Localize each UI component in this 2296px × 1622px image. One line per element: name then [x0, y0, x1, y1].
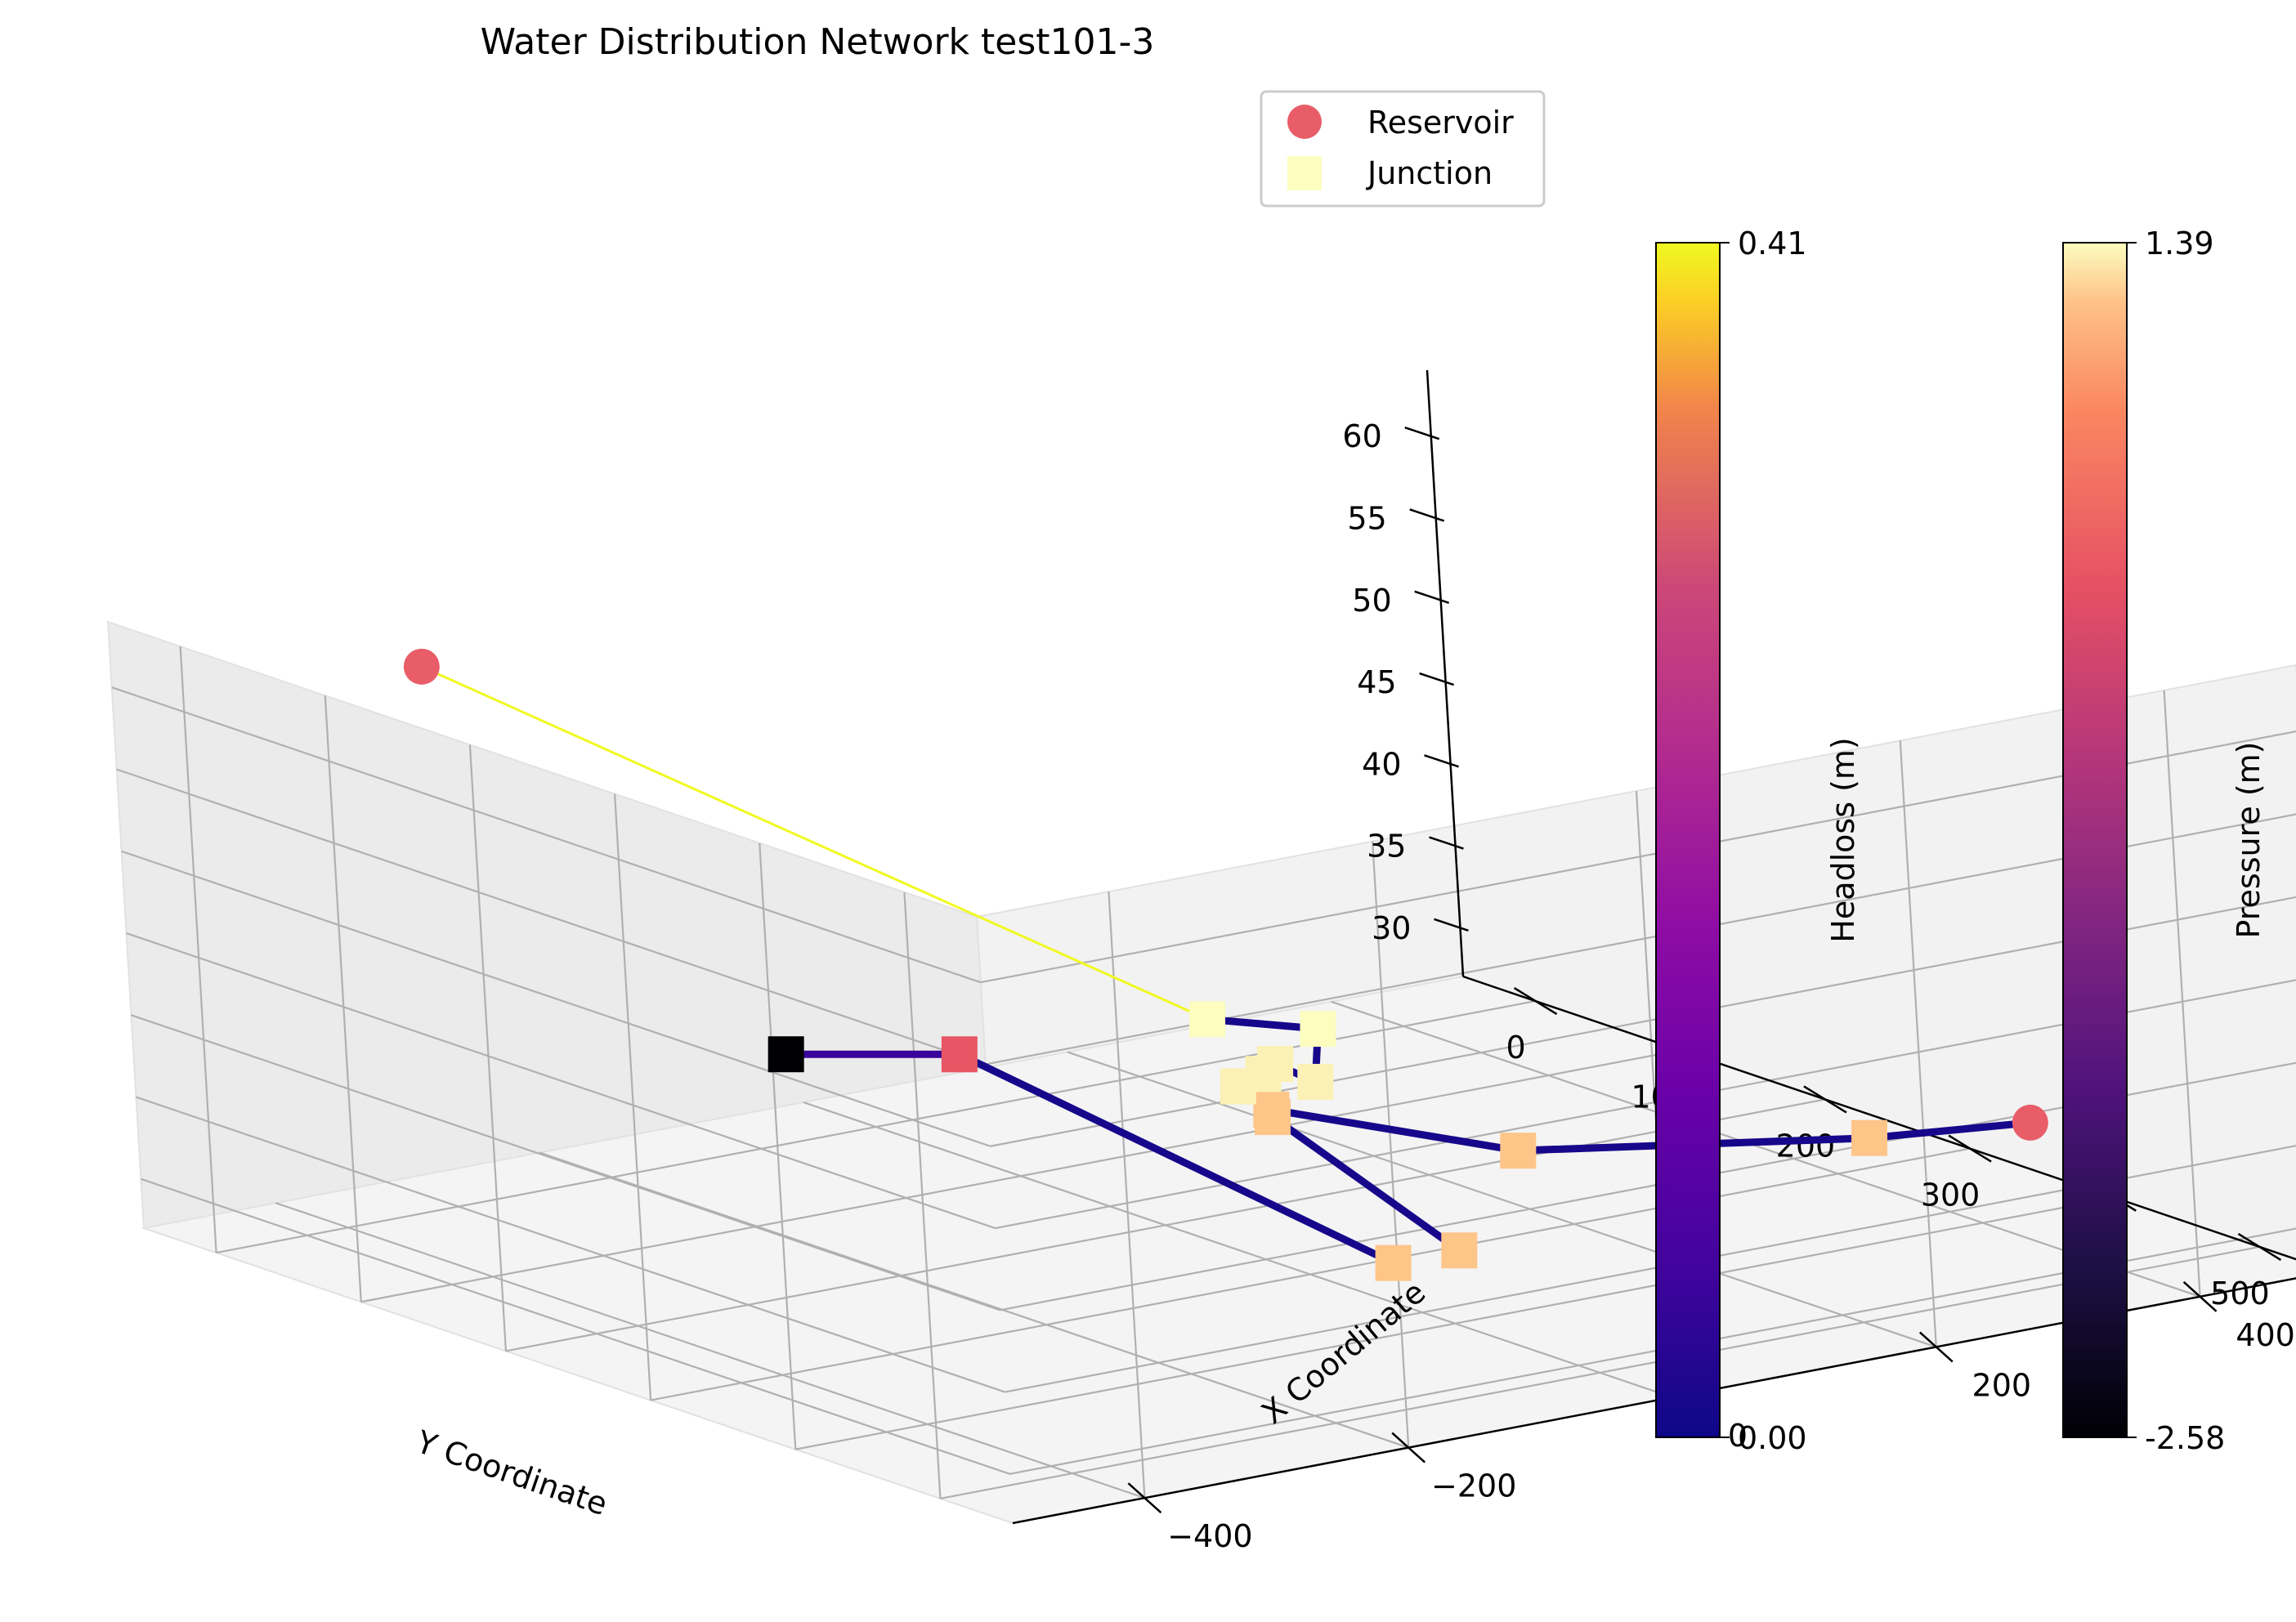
y-tick-label: 0	[1506, 1030, 1525, 1066]
z-tick-label: 50	[1352, 583, 1391, 619]
pressure-max-label: 1.39	[2145, 226, 2214, 261]
junction-marker	[1297, 1064, 1333, 1100]
headloss-max-label: 0.41	[1738, 226, 1807, 261]
junction-marker	[1189, 1001, 1225, 1037]
junction-marker	[942, 1036, 978, 1072]
headloss-min-label: 0.00	[1738, 1420, 1807, 1456]
z-axis-tick	[1415, 592, 1449, 603]
y-axis-title: Y Coordinate	[411, 1423, 612, 1522]
junction-marker	[1257, 1046, 1293, 1082]
chart-title: Water Distribution Network test101-3	[481, 21, 1155, 63]
z-axis-tick	[1410, 509, 1444, 521]
headloss-colorbar-label: Headloss (m)	[1825, 737, 1861, 943]
z-axis-tick	[1405, 427, 1439, 439]
z-tick-label: 40	[1362, 746, 1401, 782]
reservoir-marker	[404, 649, 440, 685]
reservoir-marker	[2012, 1105, 2048, 1141]
junction-marker	[1376, 1245, 1412, 1281]
y-tick-label: 300	[1921, 1177, 1980, 1213]
junction-marker	[1300, 1011, 1336, 1047]
legend: Reservoir Junction	[1261, 92, 1544, 206]
z-tick-label: 60	[1342, 418, 1381, 454]
axes-panes	[108, 622, 2296, 1523]
pressure-colorbar-gradient	[2063, 243, 2127, 1437]
y-tick-label: 500	[2210, 1276, 2270, 1311]
x-tick-label: −200	[1431, 1468, 1516, 1504]
junction-marker	[1253, 1092, 1289, 1128]
junction-marker	[1500, 1133, 1536, 1168]
x-tick-label: 200	[1972, 1367, 2032, 1403]
pressure-colorbar-label: Pressure (m)	[2231, 741, 2267, 938]
x-tick-label: −400	[1167, 1518, 1252, 1554]
junction-marker	[768, 1036, 804, 1072]
legend-junction-marker	[1287, 156, 1322, 190]
z-tick-label: 35	[1367, 829, 1406, 865]
junction-marker	[1851, 1120, 1887, 1156]
y-tick-label: 200	[1776, 1128, 1836, 1164]
legend-junction-label: Junction	[1366, 155, 1493, 191]
z-axis-tick	[1425, 755, 1459, 766]
x-tick-label: 400	[2236, 1317, 2295, 1353]
z-axis-tick	[1420, 673, 1454, 685]
legend-reservoir-label: Reservoir	[1367, 105, 1514, 141]
legend-reservoir-marker	[1287, 105, 1322, 139]
junction-marker	[1441, 1232, 1477, 1268]
z-tick-label: 30	[1372, 910, 1411, 946]
headloss-colorbar-gradient	[1656, 243, 1720, 1437]
z-tick-label: 45	[1357, 664, 1396, 700]
pressure-min-label: -2.58	[2145, 1420, 2225, 1456]
z-tick-label: 55	[1347, 500, 1386, 536]
